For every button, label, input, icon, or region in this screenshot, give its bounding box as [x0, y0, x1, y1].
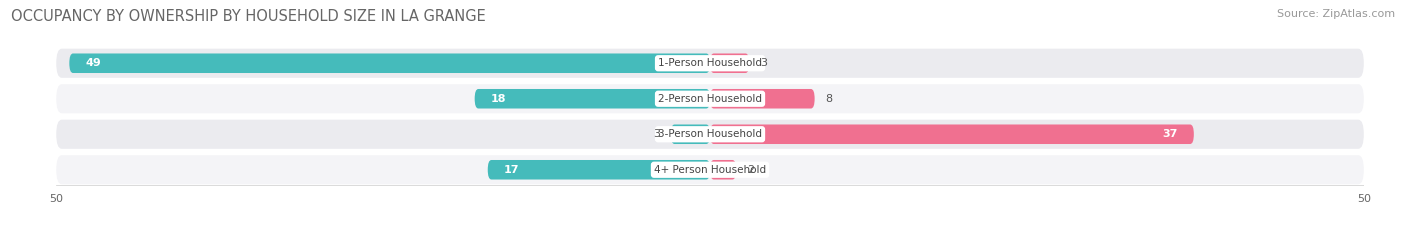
- Text: 37: 37: [1163, 129, 1178, 139]
- Text: 8: 8: [825, 94, 832, 104]
- FancyBboxPatch shape: [56, 120, 1364, 149]
- Text: 2-Person Household: 2-Person Household: [658, 94, 762, 104]
- FancyBboxPatch shape: [69, 54, 710, 73]
- Text: 3-Person Household: 3-Person Household: [658, 129, 762, 139]
- Text: 49: 49: [84, 58, 101, 68]
- Text: 3: 3: [654, 129, 661, 139]
- FancyBboxPatch shape: [475, 89, 710, 109]
- Text: 2: 2: [747, 165, 754, 175]
- FancyBboxPatch shape: [671, 124, 710, 144]
- Text: OCCUPANCY BY OWNERSHIP BY HOUSEHOLD SIZE IN LA GRANGE: OCCUPANCY BY OWNERSHIP BY HOUSEHOLD SIZE…: [11, 9, 486, 24]
- FancyBboxPatch shape: [710, 89, 814, 109]
- Text: Source: ZipAtlas.com: Source: ZipAtlas.com: [1277, 9, 1395, 19]
- Text: 1-Person Household: 1-Person Household: [658, 58, 762, 68]
- FancyBboxPatch shape: [710, 124, 1194, 144]
- FancyBboxPatch shape: [56, 84, 1364, 113]
- Text: 3: 3: [759, 58, 766, 68]
- FancyBboxPatch shape: [710, 160, 737, 179]
- FancyBboxPatch shape: [56, 49, 1364, 78]
- Text: 4+ Person Household: 4+ Person Household: [654, 165, 766, 175]
- FancyBboxPatch shape: [710, 54, 749, 73]
- FancyBboxPatch shape: [488, 160, 710, 179]
- Text: 18: 18: [491, 94, 506, 104]
- FancyBboxPatch shape: [56, 155, 1364, 184]
- Text: 17: 17: [503, 165, 519, 175]
